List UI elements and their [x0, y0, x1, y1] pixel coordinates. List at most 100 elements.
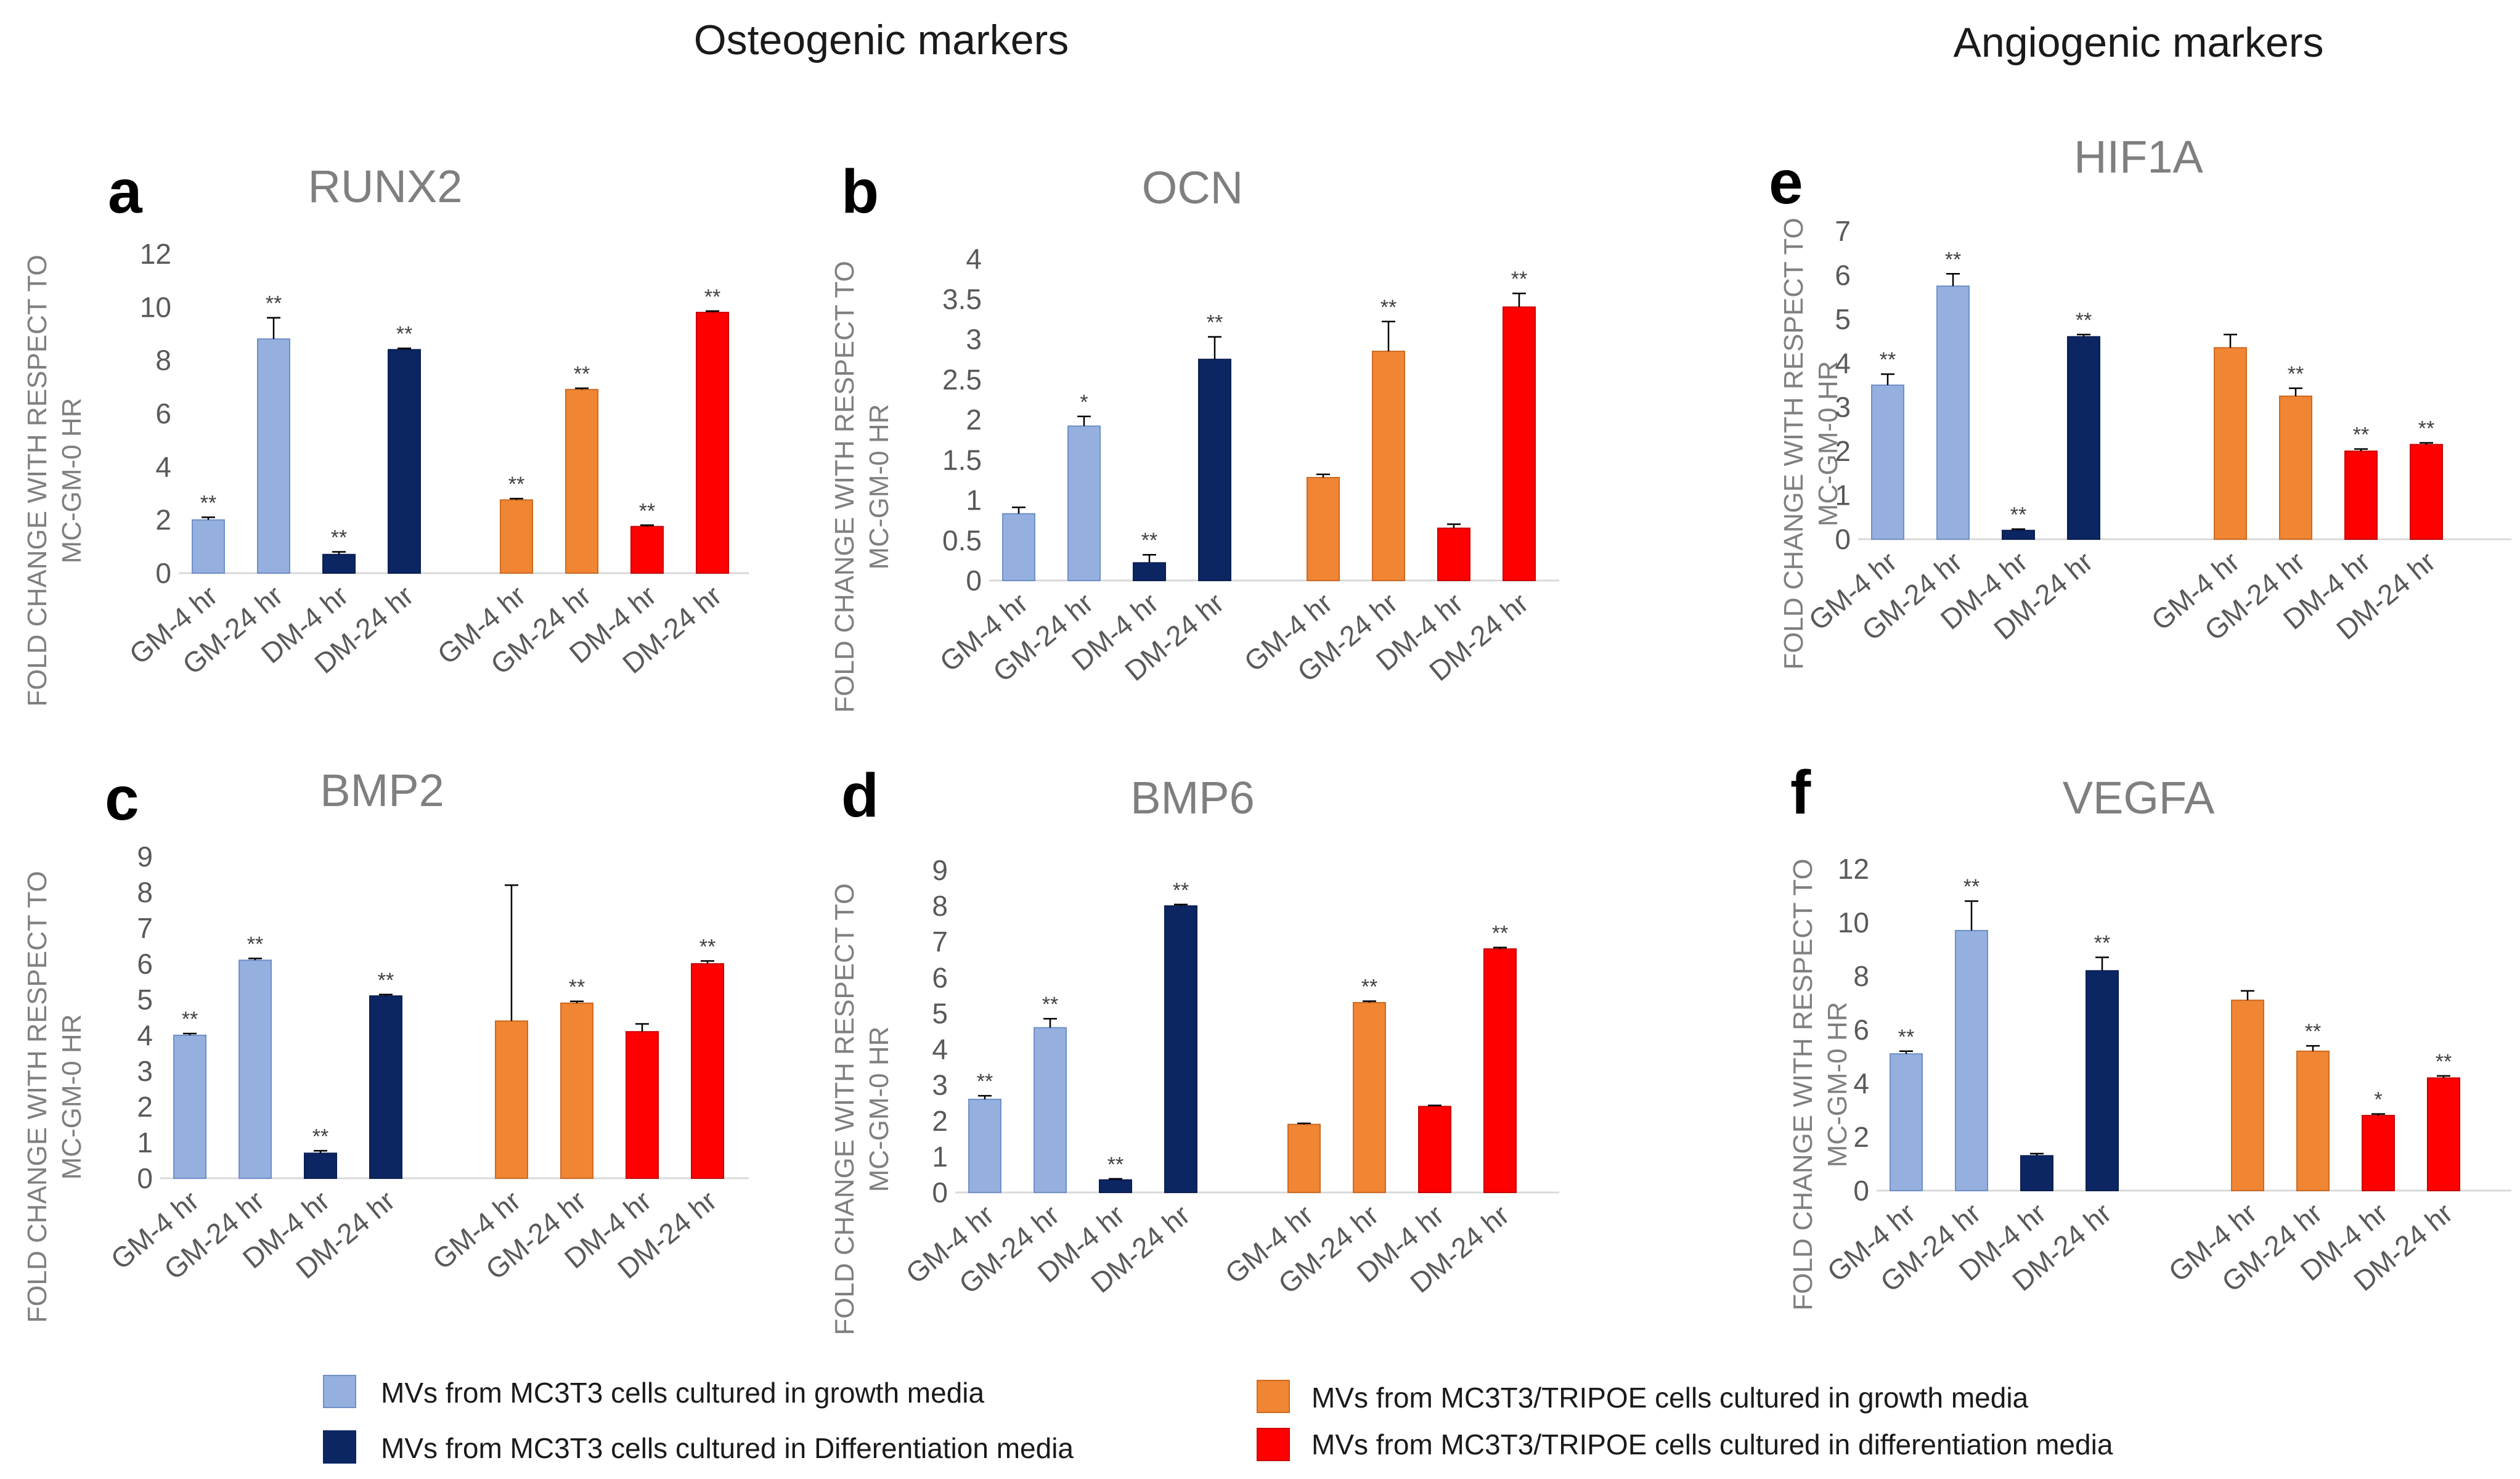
significance-mark: ** — [1492, 922, 1508, 945]
y-tick-label: 1 — [137, 1127, 153, 1159]
bar-8 — [1503, 306, 1536, 581]
y-tick-label: 2 — [137, 1091, 153, 1123]
y-tick-label: 3 — [1835, 391, 1851, 423]
y-tick-label: 10 — [140, 291, 171, 323]
significance-mark: ** — [2288, 362, 2304, 386]
y-tick-label: 1 — [966, 484, 982, 516]
bar-4 — [369, 995, 402, 1179]
bar-1 — [1890, 1053, 1923, 1192]
bar-7 — [630, 526, 664, 574]
significance-mark: ** — [1042, 993, 1058, 1016]
y-axis-label: FOLD CHANGE WITH RESPECT TO MC-GM-0 HR — [22, 871, 87, 1322]
angiogenic-section-title: Angiogenic markers — [1954, 19, 2324, 66]
significance-mark: ** — [378, 969, 394, 992]
significance-mark: ** — [312, 1125, 328, 1148]
y-tick-label: 0 — [1835, 523, 1851, 555]
bar-5 — [2214, 347, 2247, 540]
significance-mark: ** — [1361, 976, 1377, 999]
bar-1 — [968, 1098, 1001, 1194]
bar-4 — [388, 349, 421, 574]
significance-mark: ** — [200, 491, 216, 515]
y-tick-label: 2 — [155, 504, 171, 536]
y-tick-label: 6 — [932, 961, 948, 993]
y-tick-label: 5 — [1835, 303, 1851, 335]
bar-2 — [239, 960, 272, 1179]
significance-mark: ** — [1511, 267, 1527, 291]
y-axis-label-line1: FOLD CHANGE WITH RESPECT TO — [22, 871, 52, 1322]
bar-8 — [2410, 444, 2443, 540]
y-axis-label: FOLD CHANGE WITH RESPECT TO MC-GM-0 HR — [1788, 858, 1853, 1310]
y-tick-label: 8 — [155, 344, 171, 377]
legend-swatch-dm-tripoe — [1257, 1428, 1290, 1461]
bar-6 — [2296, 1050, 2330, 1192]
bar-3 — [322, 553, 356, 574]
panel-letter: a — [108, 157, 143, 226]
significance-mark: ** — [2353, 423, 2369, 447]
significance-mark: ** — [2418, 417, 2434, 441]
y-tick-label: 3.5 — [942, 283, 982, 315]
bar-5 — [1287, 1123, 1321, 1193]
significance-mark: ** — [247, 932, 263, 956]
y-tick-label: 12 — [1838, 853, 1869, 885]
bar-5 — [495, 1020, 528, 1180]
bar-3 — [2020, 1155, 2053, 1191]
chart-title: BMP6 — [1130, 772, 1255, 823]
significance-mark: ** — [1380, 296, 1397, 319]
bar-6 — [1353, 1002, 1386, 1193]
significance-mark: ** — [569, 976, 585, 999]
bar-3 — [2002, 529, 2035, 540]
legend: MVs from MC3T3 cells cultured in growth … — [323, 1375, 2113, 1464]
bar-4 — [2086, 970, 2119, 1192]
legend-label-dm-tripoe: MVs from MC3T3/TRIPOE cells cultured in … — [1311, 1428, 2113, 1461]
y-tick-label: 2 — [966, 404, 982, 436]
y-tick-label: 0 — [932, 1176, 948, 1208]
significance-mark: ** — [2010, 503, 2026, 527]
y-tick-label: 7 — [1835, 215, 1851, 247]
y-tick-label: 8 — [932, 890, 948, 922]
significance-mark: ** — [1963, 875, 1980, 898]
bar-2 — [1034, 1027, 1067, 1193]
y-tick-label: 10 — [1838, 907, 1869, 939]
significance-mark: ** — [1173, 879, 1189, 902]
bar-7 — [1437, 528, 1470, 581]
chart-title: OCN — [1142, 162, 1243, 213]
y-axis-label-line1: FOLD CHANGE WITH RESPECT TO — [830, 883, 860, 1335]
significance-mark: ** — [977, 1070, 993, 1093]
bar-8 — [691, 963, 724, 1179]
y-tick-label: 0 — [155, 557, 171, 589]
bar-6 — [1372, 351, 1405, 581]
significance-mark: ** — [2305, 1020, 2321, 1043]
significance-mark: ** — [1141, 529, 1157, 552]
y-tick-label: 7 — [137, 912, 153, 944]
y-axis-label-line1: FOLD CHANGE WITH RESPECT TO — [1788, 858, 1818, 1310]
y-tick-label: 1 — [932, 1141, 948, 1173]
significance-mark: ** — [1107, 1153, 1123, 1176]
y-tick-label: 0 — [966, 564, 982, 597]
significance-mark: * — [2374, 1088, 2382, 1112]
bar-7 — [626, 1031, 659, 1179]
y-axis-label-line2: MC-GM-0 HR — [864, 1027, 894, 1192]
y-tick-label: 1 — [1835, 479, 1851, 511]
y-tick-label: 4 — [932, 1033, 948, 1065]
y-tick-label: 4 — [137, 1019, 153, 1051]
y-tick-label: 6 — [155, 397, 171, 430]
y-tick-label: 3 — [137, 1055, 153, 1087]
y-axis-label-line1: FOLD CHANGE WITH RESPECT TO — [830, 261, 860, 712]
y-tick-label: 5 — [932, 997, 948, 1029]
y-tick-label: 2 — [932, 1105, 948, 1137]
bar-2 — [257, 338, 290, 574]
bar-6 — [2279, 395, 2312, 540]
y-axis-label-line2: MC-GM-0 HR — [864, 404, 894, 570]
bar-5 — [1307, 476, 1340, 582]
significance-mark: ** — [704, 285, 720, 309]
bar-5 — [2231, 1000, 2264, 1192]
significance-mark: ** — [639, 499, 655, 523]
y-tick-label: 4 — [1835, 347, 1851, 379]
panel-letter: c — [105, 764, 139, 833]
y-axis-label-line2: MC-GM-0 HR — [57, 1014, 87, 1180]
y-axis-label: FOLD CHANGE WITH RESPECT TO MC-GM-0 HR — [22, 255, 87, 706]
bar-1 — [173, 1035, 206, 1179]
significance-mark: ** — [574, 362, 590, 386]
y-tick-label: 8 — [1853, 960, 1869, 992]
